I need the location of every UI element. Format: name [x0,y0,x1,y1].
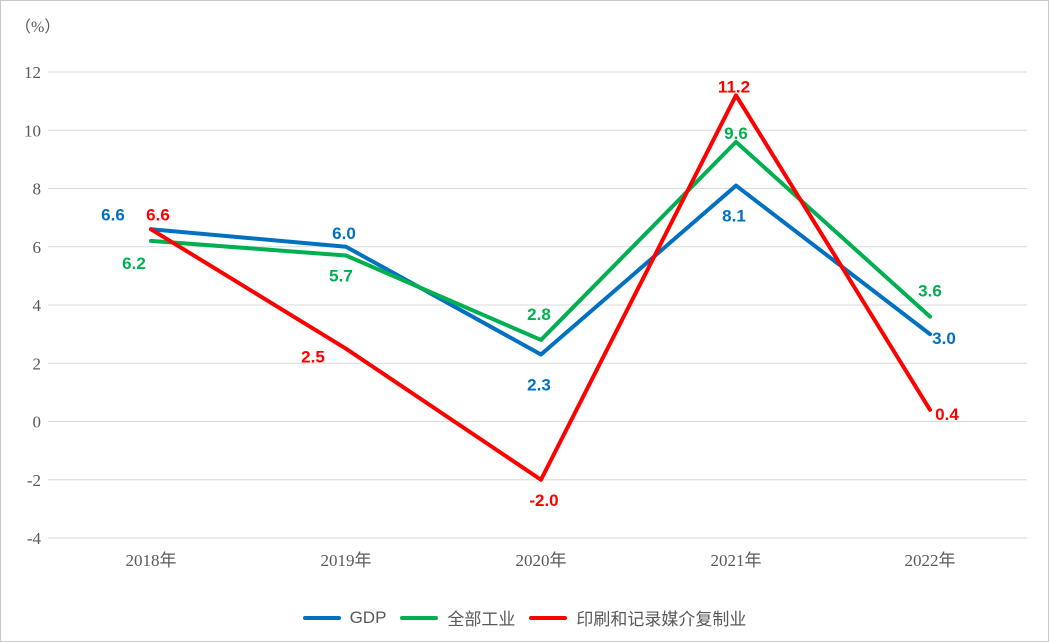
data-label: 3.6 [918,282,942,301]
legend: GDP 全部工业 印刷和记录媒介复制业 [1,605,1048,630]
data-label: 11.2 [718,77,750,96]
x-category-label: 2019年 [321,551,372,570]
data-label: 2.3 [527,376,551,395]
y-tick-label: 4 [33,296,42,315]
data-label: 8.1 [722,207,746,226]
x-category-label: 2020年 [516,551,567,570]
plot-area: 12 10 8 6 4 2 0 -2 -4 2018年 2019年 2020年 2021年 2022年 6.… [24,63,1027,570]
series-line-gdp [149,183,932,357]
y-tick-label: 2 [33,354,42,373]
data-label: 3.0 [932,329,956,348]
y-tick-label: 0 [33,413,42,432]
legend-line-swatch [400,615,439,620]
legend-item: GDP [302,607,387,628]
data-label: 9.6 [724,124,748,143]
data-label: 5.7 [329,266,353,285]
legend-label: 全部工业 [447,610,516,629]
data-label: 6.6 [146,205,170,224]
data-label: 0.4 [935,405,959,424]
legend-item: 印刷和记录媒介复制业 [529,605,746,630]
legend-line-swatch [302,615,341,620]
y-axis-unit-label: （%） [15,19,61,36]
y-tick-label: -2 [27,471,41,490]
data-label: -2.0 [529,491,558,510]
y-tick-label: 12 [24,63,41,82]
data-label: 6.6 [101,205,125,224]
x-category-label: 2021年 [711,551,762,570]
y-tick-label: 6 [33,238,42,257]
legend-line-swatch [529,615,568,620]
x-category-label: 2022年 [905,551,956,570]
y-tick-label: 8 [33,180,42,199]
legend-label: GDP [349,607,387,627]
data-label: 6.2 [122,254,146,273]
data-label: 6.0 [332,224,356,243]
series-line-printing [149,93,932,482]
x-category-label: 2018年 [126,551,177,570]
y-tick-label: -4 [27,529,42,548]
y-tick-label: 10 [24,121,41,140]
data-label: 2.8 [527,305,551,324]
data-label: 2.5 [301,348,325,367]
legend-label: 印刷和记录媒介复制业 [576,610,747,629]
legend-item: 全部工业 [400,605,515,630]
